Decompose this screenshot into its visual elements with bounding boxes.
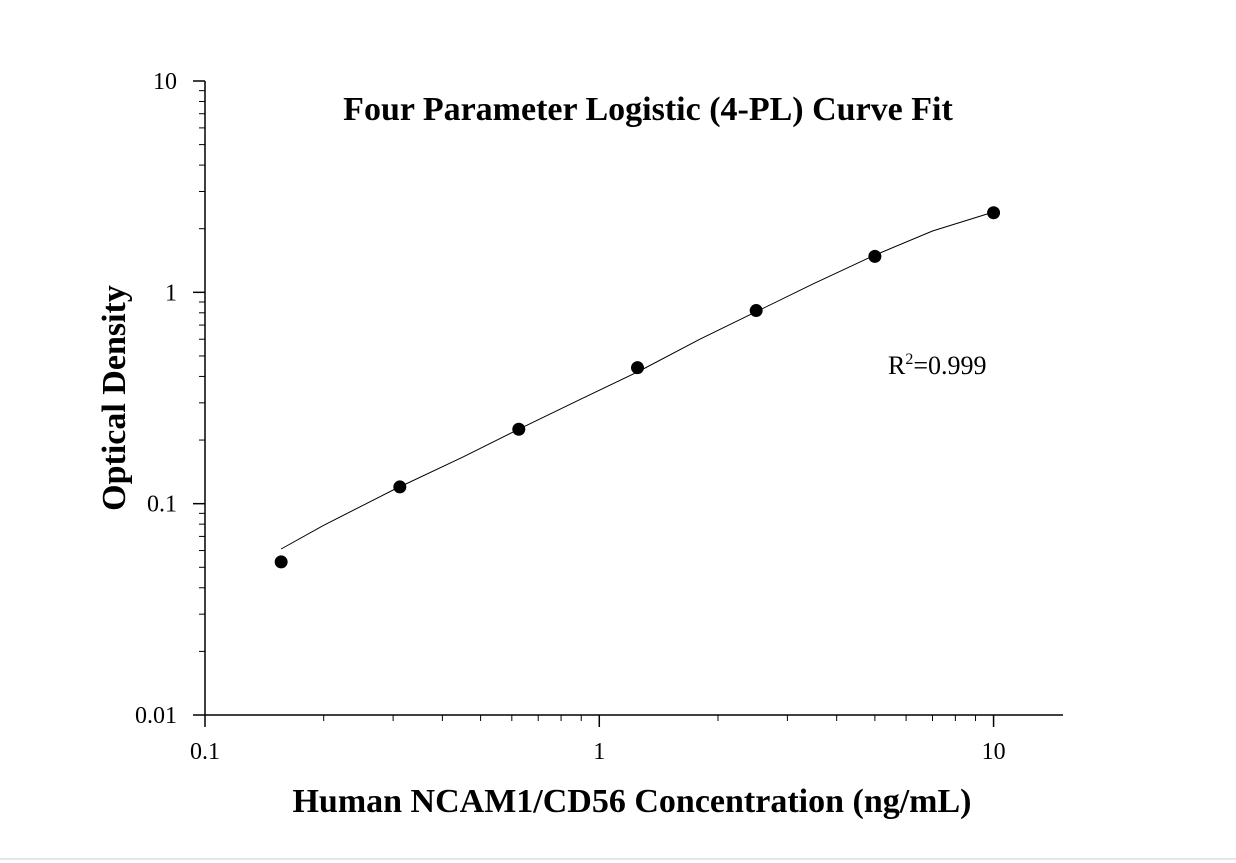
axes: 0.01 0.1 1 10 0.1 1 10	[135, 69, 1063, 765]
y-axis-ticks: 0.01 0.1 1 10	[135, 69, 205, 729]
data-point	[393, 480, 407, 494]
data-point	[274, 555, 288, 569]
data-points	[274, 206, 1001, 569]
y-axis-label: Optical Density	[96, 285, 133, 511]
r-squared-annotation: R2=0.999	[888, 351, 987, 380]
x-axis-label: Human NCAM1/CD56 Concentration (ng/mL)	[292, 783, 971, 820]
data-point	[630, 361, 644, 375]
x-tick-label: 0.1	[190, 739, 220, 765]
data-point	[868, 249, 882, 263]
x-tick-label: 1	[593, 739, 605, 765]
bottom-divider	[0, 858, 1236, 860]
x-axis-ticks: 0.1 1 10	[190, 715, 1006, 765]
fit-curve-line	[280, 211, 994, 550]
data-point	[512, 422, 526, 436]
r-squared-superscript: 2	[905, 351, 913, 368]
r-squared-prefix: R	[888, 351, 906, 380]
y-tick-label: 10	[153, 69, 177, 95]
data-point	[749, 304, 763, 318]
chart-title: Four Parameter Logistic (4-PL) Curve Fit	[343, 91, 953, 128]
r-squared-value: =0.999	[913, 351, 986, 380]
x-tick-label: 10	[982, 739, 1006, 765]
y-tick-label: 0.01	[135, 703, 177, 729]
data-point	[987, 206, 1001, 220]
y-tick-label: 0.1	[147, 492, 177, 518]
y-tick-label: 1	[165, 280, 177, 306]
